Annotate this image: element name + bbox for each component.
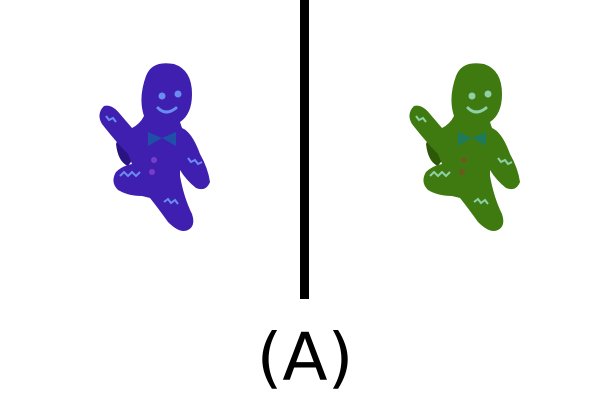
panel-caption: (A) [256, 319, 354, 396]
gingerbread-figure-left [99, 63, 210, 232]
gingerbread-man-icon [409, 63, 520, 232]
gingerbread-figure-right [409, 63, 520, 232]
gingerbread-man-icon [99, 63, 210, 232]
divider-line [300, 0, 309, 299]
